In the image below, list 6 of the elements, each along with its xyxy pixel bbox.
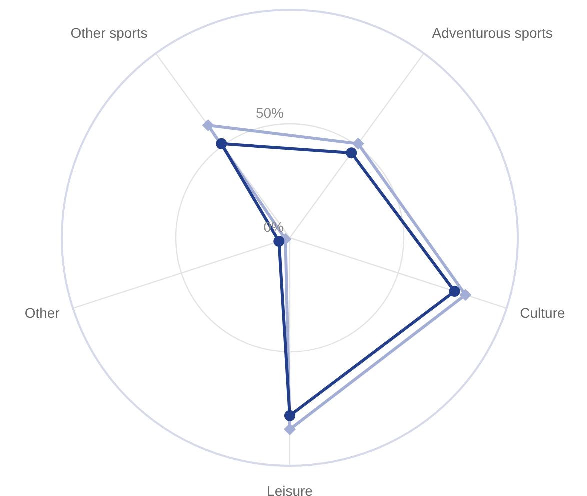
spoke-label: Other [24, 304, 60, 321]
spoke-label: Adventurous sports [432, 25, 553, 42]
spoke-label: Leisure [267, 483, 314, 496]
spoke-label: Culture [520, 304, 566, 321]
y-tick-label: 50% [256, 105, 284, 121]
spoke-label: Other sports [70, 25, 148, 42]
